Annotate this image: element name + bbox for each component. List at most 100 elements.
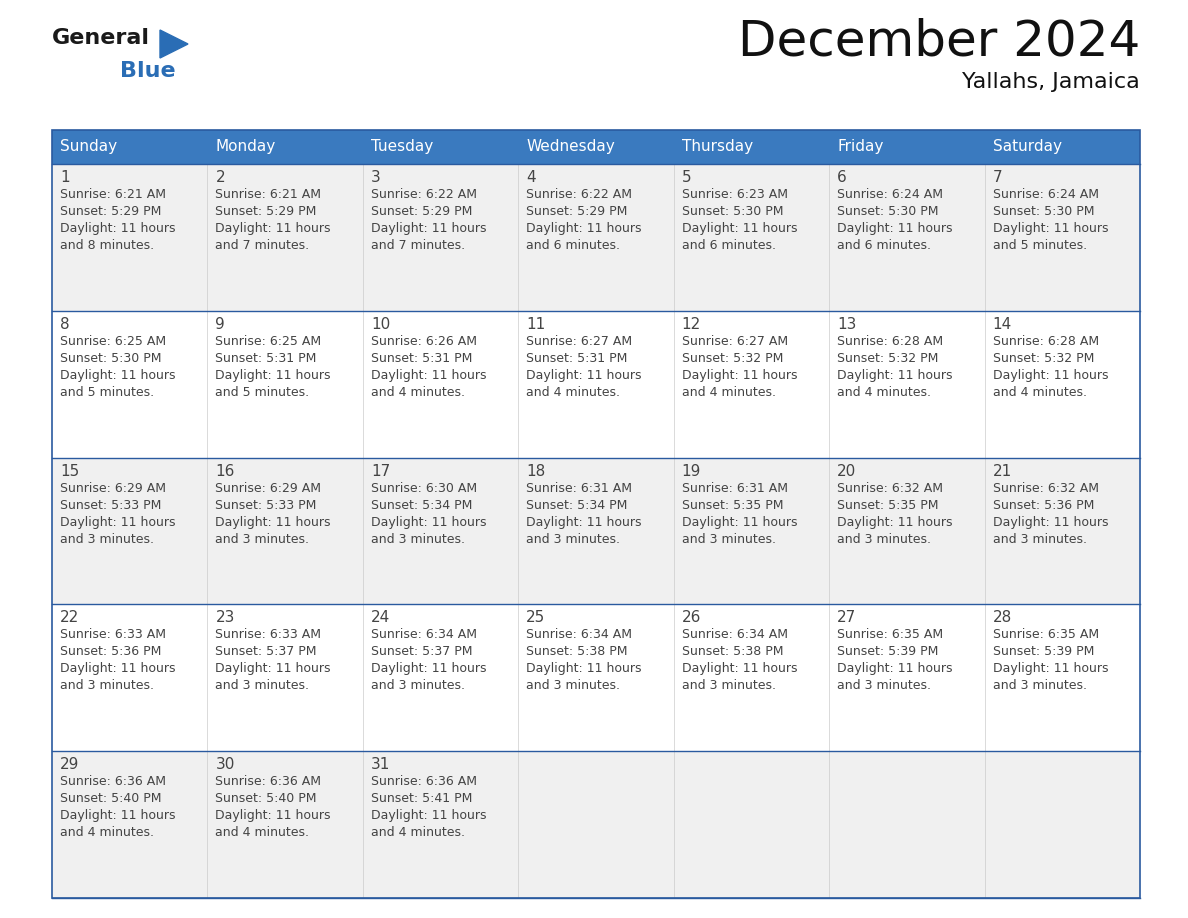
Bar xyxy=(518,164,674,311)
Text: Sunset: 5:39 PM: Sunset: 5:39 PM xyxy=(838,645,939,658)
Text: 28: 28 xyxy=(992,610,1012,625)
Text: Sunrise: 6:24 AM: Sunrise: 6:24 AM xyxy=(992,188,1099,201)
Bar xyxy=(674,604,829,751)
Text: Sunrise: 6:31 AM: Sunrise: 6:31 AM xyxy=(526,482,632,495)
Bar xyxy=(985,164,1140,311)
Text: Daylight: 11 hours: Daylight: 11 hours xyxy=(371,516,486,529)
Text: Sunset: 5:39 PM: Sunset: 5:39 PM xyxy=(992,645,1094,658)
Text: 7: 7 xyxy=(992,170,1003,185)
Text: Sunset: 5:40 PM: Sunset: 5:40 PM xyxy=(61,792,162,805)
Text: and 6 minutes.: and 6 minutes. xyxy=(838,239,931,252)
Text: 8: 8 xyxy=(61,317,70,331)
Text: Sunrise: 6:27 AM: Sunrise: 6:27 AM xyxy=(526,335,632,348)
Text: and 3 minutes.: and 3 minutes. xyxy=(992,679,1087,692)
Text: Daylight: 11 hours: Daylight: 11 hours xyxy=(371,663,486,676)
Text: and 4 minutes.: and 4 minutes. xyxy=(838,386,931,398)
Text: Sunrise: 6:31 AM: Sunrise: 6:31 AM xyxy=(682,482,788,495)
Text: Daylight: 11 hours: Daylight: 11 hours xyxy=(61,663,176,676)
Text: 20: 20 xyxy=(838,464,857,478)
Bar xyxy=(985,604,1140,751)
Text: Sunset: 5:37 PM: Sunset: 5:37 PM xyxy=(215,645,317,658)
Text: and 3 minutes.: and 3 minutes. xyxy=(61,532,154,545)
Text: Sunset: 5:32 PM: Sunset: 5:32 PM xyxy=(838,352,939,364)
Text: Daylight: 11 hours: Daylight: 11 hours xyxy=(838,663,953,676)
Text: Saturday: Saturday xyxy=(992,140,1062,154)
Text: 25: 25 xyxy=(526,610,545,625)
Text: Daylight: 11 hours: Daylight: 11 hours xyxy=(371,369,486,382)
Text: Sunset: 5:41 PM: Sunset: 5:41 PM xyxy=(371,792,473,805)
Text: Sunset: 5:33 PM: Sunset: 5:33 PM xyxy=(215,498,317,511)
Text: Daylight: 11 hours: Daylight: 11 hours xyxy=(838,516,953,529)
Text: Daylight: 11 hours: Daylight: 11 hours xyxy=(61,222,176,235)
Bar xyxy=(829,751,985,898)
Bar xyxy=(52,604,208,751)
Text: Sunrise: 6:27 AM: Sunrise: 6:27 AM xyxy=(682,335,788,348)
Text: Sunset: 5:37 PM: Sunset: 5:37 PM xyxy=(371,645,473,658)
Text: 9: 9 xyxy=(215,317,226,331)
Text: and 5 minutes.: and 5 minutes. xyxy=(61,386,154,398)
Text: 4: 4 xyxy=(526,170,536,185)
Bar xyxy=(362,457,518,604)
Text: Sunset: 5:31 PM: Sunset: 5:31 PM xyxy=(526,352,627,364)
Text: and 8 minutes.: and 8 minutes. xyxy=(61,239,154,252)
Text: Sunset: 5:32 PM: Sunset: 5:32 PM xyxy=(992,352,1094,364)
Text: Daylight: 11 hours: Daylight: 11 hours xyxy=(526,516,642,529)
Text: Sunrise: 6:32 AM: Sunrise: 6:32 AM xyxy=(992,482,1099,495)
Text: Daylight: 11 hours: Daylight: 11 hours xyxy=(215,369,331,382)
Bar xyxy=(52,751,208,898)
Text: 14: 14 xyxy=(992,317,1012,331)
Text: Sunrise: 6:25 AM: Sunrise: 6:25 AM xyxy=(215,335,322,348)
Bar xyxy=(829,457,985,604)
Text: and 3 minutes.: and 3 minutes. xyxy=(526,532,620,545)
Text: 29: 29 xyxy=(61,757,80,772)
Text: 23: 23 xyxy=(215,610,235,625)
Text: Sunday: Sunday xyxy=(61,140,118,154)
Text: Sunrise: 6:35 AM: Sunrise: 6:35 AM xyxy=(838,629,943,642)
Text: Daylight: 11 hours: Daylight: 11 hours xyxy=(838,369,953,382)
Text: Blue: Blue xyxy=(120,61,176,81)
Text: Sunset: 5:35 PM: Sunset: 5:35 PM xyxy=(682,498,783,511)
Text: and 3 minutes.: and 3 minutes. xyxy=(215,679,309,692)
Bar xyxy=(829,311,985,457)
Text: Daylight: 11 hours: Daylight: 11 hours xyxy=(61,516,176,529)
Bar xyxy=(52,311,208,457)
Text: Sunrise: 6:36 AM: Sunrise: 6:36 AM xyxy=(61,775,166,789)
Text: and 3 minutes.: and 3 minutes. xyxy=(371,679,465,692)
Text: Thursday: Thursday xyxy=(682,140,753,154)
Bar xyxy=(674,457,829,604)
Text: Sunrise: 6:26 AM: Sunrise: 6:26 AM xyxy=(371,335,476,348)
Text: Sunset: 5:36 PM: Sunset: 5:36 PM xyxy=(61,645,162,658)
Text: and 3 minutes.: and 3 minutes. xyxy=(682,532,776,545)
Bar xyxy=(674,311,829,457)
Text: December 2024: December 2024 xyxy=(738,18,1140,66)
Text: 5: 5 xyxy=(682,170,691,185)
Text: Daylight: 11 hours: Daylight: 11 hours xyxy=(526,369,642,382)
Text: Daylight: 11 hours: Daylight: 11 hours xyxy=(992,222,1108,235)
Bar xyxy=(208,164,362,311)
Text: 19: 19 xyxy=(682,464,701,478)
Text: 17: 17 xyxy=(371,464,390,478)
Text: Daylight: 11 hours: Daylight: 11 hours xyxy=(215,663,331,676)
Text: Sunrise: 6:28 AM: Sunrise: 6:28 AM xyxy=(992,335,1099,348)
Text: 21: 21 xyxy=(992,464,1012,478)
Text: Sunrise: 6:32 AM: Sunrise: 6:32 AM xyxy=(838,482,943,495)
Text: Daylight: 11 hours: Daylight: 11 hours xyxy=(61,369,176,382)
Text: Sunrise: 6:22 AM: Sunrise: 6:22 AM xyxy=(526,188,632,201)
Text: Sunrise: 6:34 AM: Sunrise: 6:34 AM xyxy=(526,629,632,642)
Text: 6: 6 xyxy=(838,170,847,185)
Text: and 4 minutes.: and 4 minutes. xyxy=(526,386,620,398)
Text: and 7 minutes.: and 7 minutes. xyxy=(371,239,465,252)
Bar xyxy=(52,164,208,311)
Bar xyxy=(208,604,362,751)
Text: and 3 minutes.: and 3 minutes. xyxy=(838,679,931,692)
Bar xyxy=(208,751,362,898)
Bar xyxy=(829,604,985,751)
Text: Sunset: 5:29 PM: Sunset: 5:29 PM xyxy=(526,205,627,218)
Text: Sunset: 5:33 PM: Sunset: 5:33 PM xyxy=(61,498,162,511)
Bar xyxy=(674,164,829,311)
Text: Daylight: 11 hours: Daylight: 11 hours xyxy=(215,516,331,529)
Text: 18: 18 xyxy=(526,464,545,478)
Text: Sunset: 5:30 PM: Sunset: 5:30 PM xyxy=(838,205,939,218)
Text: 30: 30 xyxy=(215,757,235,772)
Text: Daylight: 11 hours: Daylight: 11 hours xyxy=(992,516,1108,529)
